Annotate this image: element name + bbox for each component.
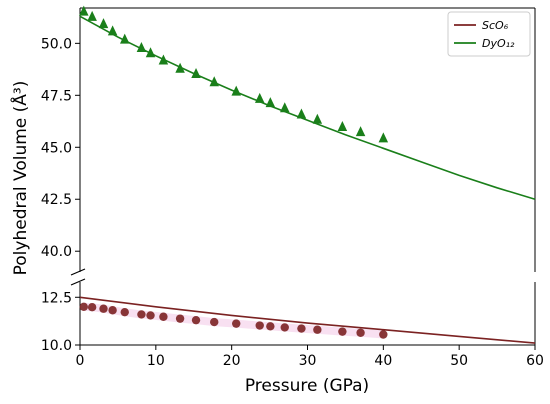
lower-y-tick-label: 10.0 xyxy=(41,338,72,354)
upper-y-tick-label: 47.5 xyxy=(41,88,72,104)
lower-panel: 10.0 12.5 xyxy=(41,282,536,354)
series-0-point xyxy=(175,314,185,323)
series-0-point xyxy=(191,315,201,325)
series-0-point xyxy=(297,324,306,333)
series-1-point xyxy=(355,126,366,137)
break-mark xyxy=(70,268,86,276)
x-tick-label: 50 xyxy=(450,353,468,369)
legend: ScO₆ DyO₁₂ xyxy=(447,11,531,57)
series-1-point xyxy=(209,76,219,87)
series-1-point xyxy=(296,108,307,119)
series-1-point xyxy=(337,120,348,131)
series-1-fit-line xyxy=(79,15,536,201)
series-1-point xyxy=(107,25,118,36)
series-1-point xyxy=(191,67,201,78)
x-axis-title: Pressure (GPa) xyxy=(245,376,369,396)
series-1-point xyxy=(119,33,130,44)
series-0-point xyxy=(255,321,264,330)
x-tick-label: 60 xyxy=(526,353,544,369)
x-tick-label: 0 xyxy=(76,353,85,369)
series-0-point xyxy=(99,304,108,313)
series-0-point xyxy=(108,306,117,315)
series-0-point xyxy=(87,303,97,312)
series-1-point xyxy=(98,18,109,29)
upper-panel: 40.0 42.5 45.0 47.5 50.0 xyxy=(41,5,536,272)
series-1-point xyxy=(145,47,156,58)
break-mark xyxy=(70,278,86,286)
series-0-point xyxy=(79,302,88,312)
series-1-point xyxy=(136,41,147,52)
x-tick-label: 40 xyxy=(374,353,392,369)
series-1-point xyxy=(175,62,185,73)
series-0-point xyxy=(266,322,275,331)
x-axis: 0 10 20 30 40 50 60 xyxy=(76,345,544,369)
series-1-point xyxy=(158,54,169,65)
series-1-point xyxy=(231,85,241,96)
series-0-point xyxy=(356,328,365,337)
x-tick-label: 30 xyxy=(299,353,317,369)
series-0-point xyxy=(120,307,129,317)
series-0-point xyxy=(280,323,289,332)
series-1-point xyxy=(280,102,290,113)
upper-y-tick-label: 40.0 xyxy=(41,244,72,260)
series-0-point xyxy=(210,317,219,327)
legend-label: ScO₆ xyxy=(482,19,509,32)
legend-box xyxy=(447,11,531,57)
series-0-point xyxy=(232,319,241,328)
upper-y-tick-label: 45.0 xyxy=(41,140,72,156)
series-0-point xyxy=(313,325,322,334)
series-0-point xyxy=(159,312,168,321)
series-1-point xyxy=(378,132,389,143)
upper-y-tick-label: 42.5 xyxy=(41,192,72,208)
series-1-point xyxy=(265,97,276,108)
series-1-point xyxy=(312,113,323,124)
axis-break-marks xyxy=(70,268,86,286)
legend-label: DyO₁₂ xyxy=(482,37,515,50)
series-1-point xyxy=(254,92,265,103)
series-0-point xyxy=(146,311,155,320)
series-1-point xyxy=(79,5,89,16)
series-0-point xyxy=(338,327,347,336)
lower-y-tick-label: 12.5 xyxy=(41,290,72,306)
series-0-point xyxy=(379,330,388,339)
series-0-point xyxy=(137,310,146,319)
series-0-fit-line xyxy=(79,296,536,344)
x-tick-label: 20 xyxy=(223,353,241,369)
upper-y-tick-label: 50.0 xyxy=(41,36,72,52)
y-axis-title: Polyhedral Volume (Å³) xyxy=(9,81,31,276)
x-tick-label: 10 xyxy=(147,353,165,369)
series-1-point xyxy=(87,10,97,21)
